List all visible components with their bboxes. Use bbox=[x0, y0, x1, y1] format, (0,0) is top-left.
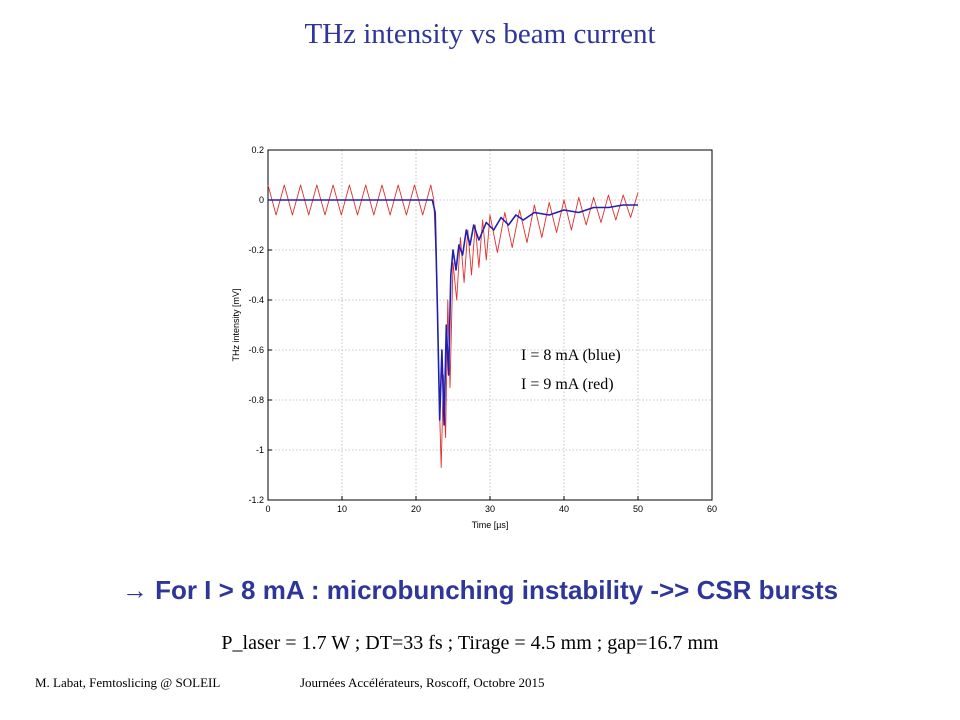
slide-title: THz intensity vs beam current bbox=[304, 18, 656, 50]
series-lines bbox=[267, 184, 639, 468]
y-tick-label: -0.2 bbox=[248, 245, 264, 255]
grid-lines bbox=[268, 150, 712, 500]
annotation-blue: I = 8 mA (blue) bbox=[521, 347, 621, 364]
x-tick-label: 0 bbox=[265, 504, 270, 514]
y-tick-label: -1 bbox=[256, 445, 264, 455]
x-tick-label: 20 bbox=[411, 504, 421, 514]
y-tick-label: -0.6 bbox=[248, 345, 264, 355]
footer-event: Journées Accélérateurs, Roscoff, Octobre… bbox=[300, 675, 545, 690]
thz-chart: 0 10 20 30 40 50 600.20-0.2-0.4-0.6-0.8-1-1.2 … bbox=[231, 145, 717, 530]
x-tick-label: 60 bbox=[707, 504, 717, 514]
laser-parameters: P_laser = 1.7 W ; DT=33 fs ; Tirage = 4.… bbox=[221, 632, 719, 654]
conclusion-label: For I > 8 mA : microbunching instability… bbox=[155, 575, 839, 605]
conclusion-text: → For I > 8 mA : microbunching instabili… bbox=[0, 575, 960, 606]
y-tick-label: 0.2 bbox=[251, 145, 264, 155]
series-line-red bbox=[267, 184, 639, 468]
y-tick-label: -0.4 bbox=[248, 295, 264, 305]
axis-ticks: 0 10 20 30 40 50 60 0.2 0 -0.2 -0.4 -0.6 -0.8 -1 -1.2 bbox=[248, 145, 717, 514]
x-tick-label: 40 bbox=[559, 504, 569, 514]
y-tick-label: -0.8 bbox=[248, 395, 264, 405]
y-tick-label: 0 bbox=[259, 195, 264, 205]
annotation-red: I = 9 mA (red) bbox=[521, 376, 614, 393]
footer-author: M. Labat, Femtoslicing @ SOLEIL bbox=[35, 675, 221, 690]
y-tick-label: -1.2 bbox=[248, 495, 264, 505]
x-tick-label: 30 bbox=[485, 504, 495, 514]
arrow-icon: → bbox=[121, 575, 148, 605]
x-tick-label: 10 bbox=[337, 504, 347, 514]
y-axis-label: THz intensity [mV] bbox=[231, 288, 241, 361]
x-axis-label: Time [µs] bbox=[472, 520, 509, 530]
series-line-blue bbox=[268, 199, 638, 426]
x-tick-label: 50 bbox=[633, 504, 643, 514]
